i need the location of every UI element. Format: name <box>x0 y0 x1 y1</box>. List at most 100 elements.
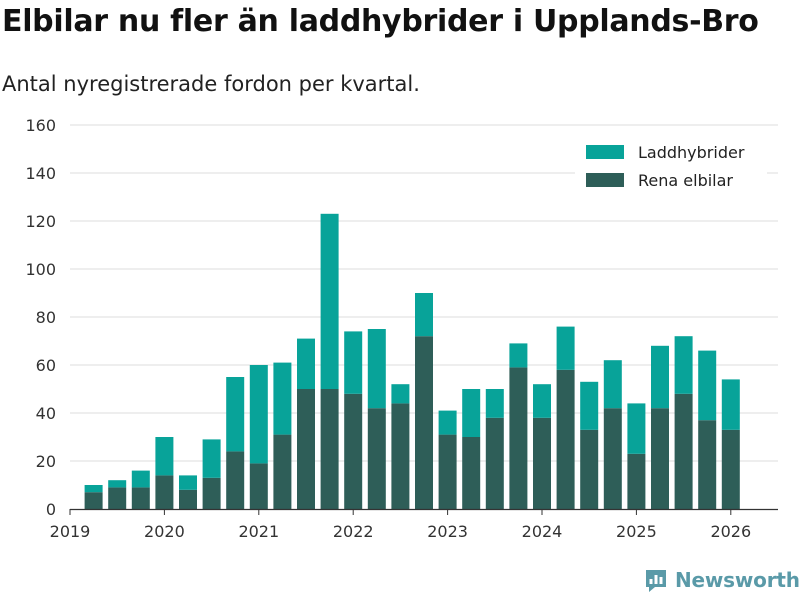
legend-label: Laddhybrider <box>638 143 745 162</box>
bar-rena-elbilar <box>202 477 221 509</box>
bar-rena-elbilar <box>273 434 292 509</box>
chart-title: Elbilar nu fler än laddhybrider i Upplan… <box>2 4 759 39</box>
bar-rena-elbilar <box>297 389 315 509</box>
bar-rena-elbilar <box>533 417 551 509</box>
newsworthy-brand[interactable]: Newsworthy <box>643 567 800 593</box>
bar-rena-elbilar <box>651 408 669 509</box>
bar-rena-elbilar <box>721 429 740 509</box>
x-tick-label: 2023 <box>427 522 468 541</box>
legend-swatch <box>586 173 624 187</box>
bar-group <box>155 437 174 509</box>
bar-laddhybrider <box>202 439 221 478</box>
bar-laddhybrider <box>698 350 717 421</box>
bar-laddhybrider <box>533 384 551 418</box>
bar-laddhybrider <box>297 338 315 389</box>
bar-laddhybrider <box>438 410 457 435</box>
bar-laddhybrider <box>249 365 268 464</box>
legend-swatch <box>586 145 624 159</box>
bar-group <box>603 360 622 509</box>
bar-rena-elbilar <box>320 389 339 509</box>
bar-laddhybrider <box>651 345 669 409</box>
bar-group <box>202 439 221 509</box>
bar-group <box>320 213 339 509</box>
x-tick-label: 2022 <box>333 522 374 541</box>
bar-group <box>249 365 268 509</box>
bar-rena-elbilar <box>509 367 528 509</box>
bar-rena-elbilar <box>580 429 599 509</box>
bar-rena-elbilar <box>415 336 433 509</box>
bar-rena-elbilar <box>627 453 646 509</box>
bar-laddhybrider <box>462 389 481 437</box>
bar-rena-elbilar <box>249 463 268 509</box>
y-tick-label: 20 <box>36 452 56 471</box>
bar-laddhybrider <box>580 381 599 430</box>
bar-rena-elbilar <box>698 420 717 509</box>
y-tick-label: 120 <box>25 212 56 231</box>
bar-laddhybrider <box>509 343 528 368</box>
bar-group <box>179 475 197 509</box>
x-tick-label: 2025 <box>616 522 657 541</box>
bar-rena-elbilar <box>179 489 197 509</box>
bar-laddhybrider <box>367 329 386 409</box>
brand-name: Newsworthy <box>675 568 800 592</box>
bar-group <box>226 377 245 509</box>
bar-group <box>391 384 410 509</box>
bars <box>84 213 740 509</box>
bar-group <box>131 470 150 509</box>
bar-rena-elbilar <box>108 487 127 509</box>
bar-laddhybrider <box>84 485 103 493</box>
bar-laddhybrider <box>155 437 174 476</box>
y-tick-label: 160 <box>25 116 56 135</box>
newsworthy-logo-icon <box>646 570 666 592</box>
bar-group <box>556 326 575 509</box>
bar-laddhybrider <box>627 403 646 454</box>
y-tick-label: 0 <box>46 500 56 519</box>
y-tick-label: 60 <box>36 356 56 375</box>
bar-group <box>367 329 386 509</box>
x-tick-label: 2024 <box>522 522 563 541</box>
bar-laddhybrider <box>108 480 127 488</box>
bar-laddhybrider <box>556 326 575 370</box>
legend: Laddhybrider Rena elbilar <box>575 140 767 198</box>
chart-subtitle: Antal nyregistrerade fordon per kvartal. <box>2 72 420 96</box>
bar-rena-elbilar <box>367 408 386 509</box>
bar-group <box>533 384 551 509</box>
x-tick-label: 2026 <box>710 522 751 541</box>
bar-group <box>273 362 292 509</box>
bar-laddhybrider <box>344 331 363 394</box>
bar-group <box>108 480 127 509</box>
bar-rena-elbilar <box>226 451 245 509</box>
bar-rena-elbilar <box>603 408 622 509</box>
bar-group <box>84 485 103 509</box>
x-tick-label: 2020 <box>144 522 185 541</box>
bar-rena-elbilar <box>84 492 103 509</box>
bar-laddhybrider <box>273 362 292 435</box>
bar-rena-elbilar <box>462 437 481 509</box>
y-tick-label: 100 <box>25 260 56 279</box>
x-tick-label: 2021 <box>238 522 279 541</box>
bar-laddhybrider <box>391 384 410 404</box>
bar-laddhybrider <box>415 293 433 337</box>
bar-group <box>651 345 669 509</box>
bar-laddhybrider <box>179 475 197 490</box>
bar-rena-elbilar <box>556 369 575 509</box>
x-axis: 2019 2020 2021 2022 2023 2024 2025 2026 <box>50 508 778 541</box>
y-tick-label: 80 <box>36 308 56 327</box>
bar-group <box>698 350 717 509</box>
bar-group <box>485 389 504 509</box>
bar-laddhybrider <box>131 470 150 488</box>
bar-rena-elbilar <box>131 487 150 509</box>
bar-group <box>674 336 693 509</box>
bar-group <box>721 379 740 509</box>
bar-group <box>415 293 433 509</box>
y-tick-label: 40 <box>36 404 56 423</box>
bar-laddhybrider <box>320 213 339 389</box>
bar-group <box>438 410 457 509</box>
y-axis-ticks: 0 20 40 60 80 100 120 140 160 <box>25 116 56 519</box>
legend-label: Rena elbilar <box>638 171 733 190</box>
bar-group <box>344 331 363 509</box>
bar-rena-elbilar <box>485 417 504 509</box>
bar-laddhybrider <box>226 377 245 452</box>
bar-group <box>580 381 599 509</box>
